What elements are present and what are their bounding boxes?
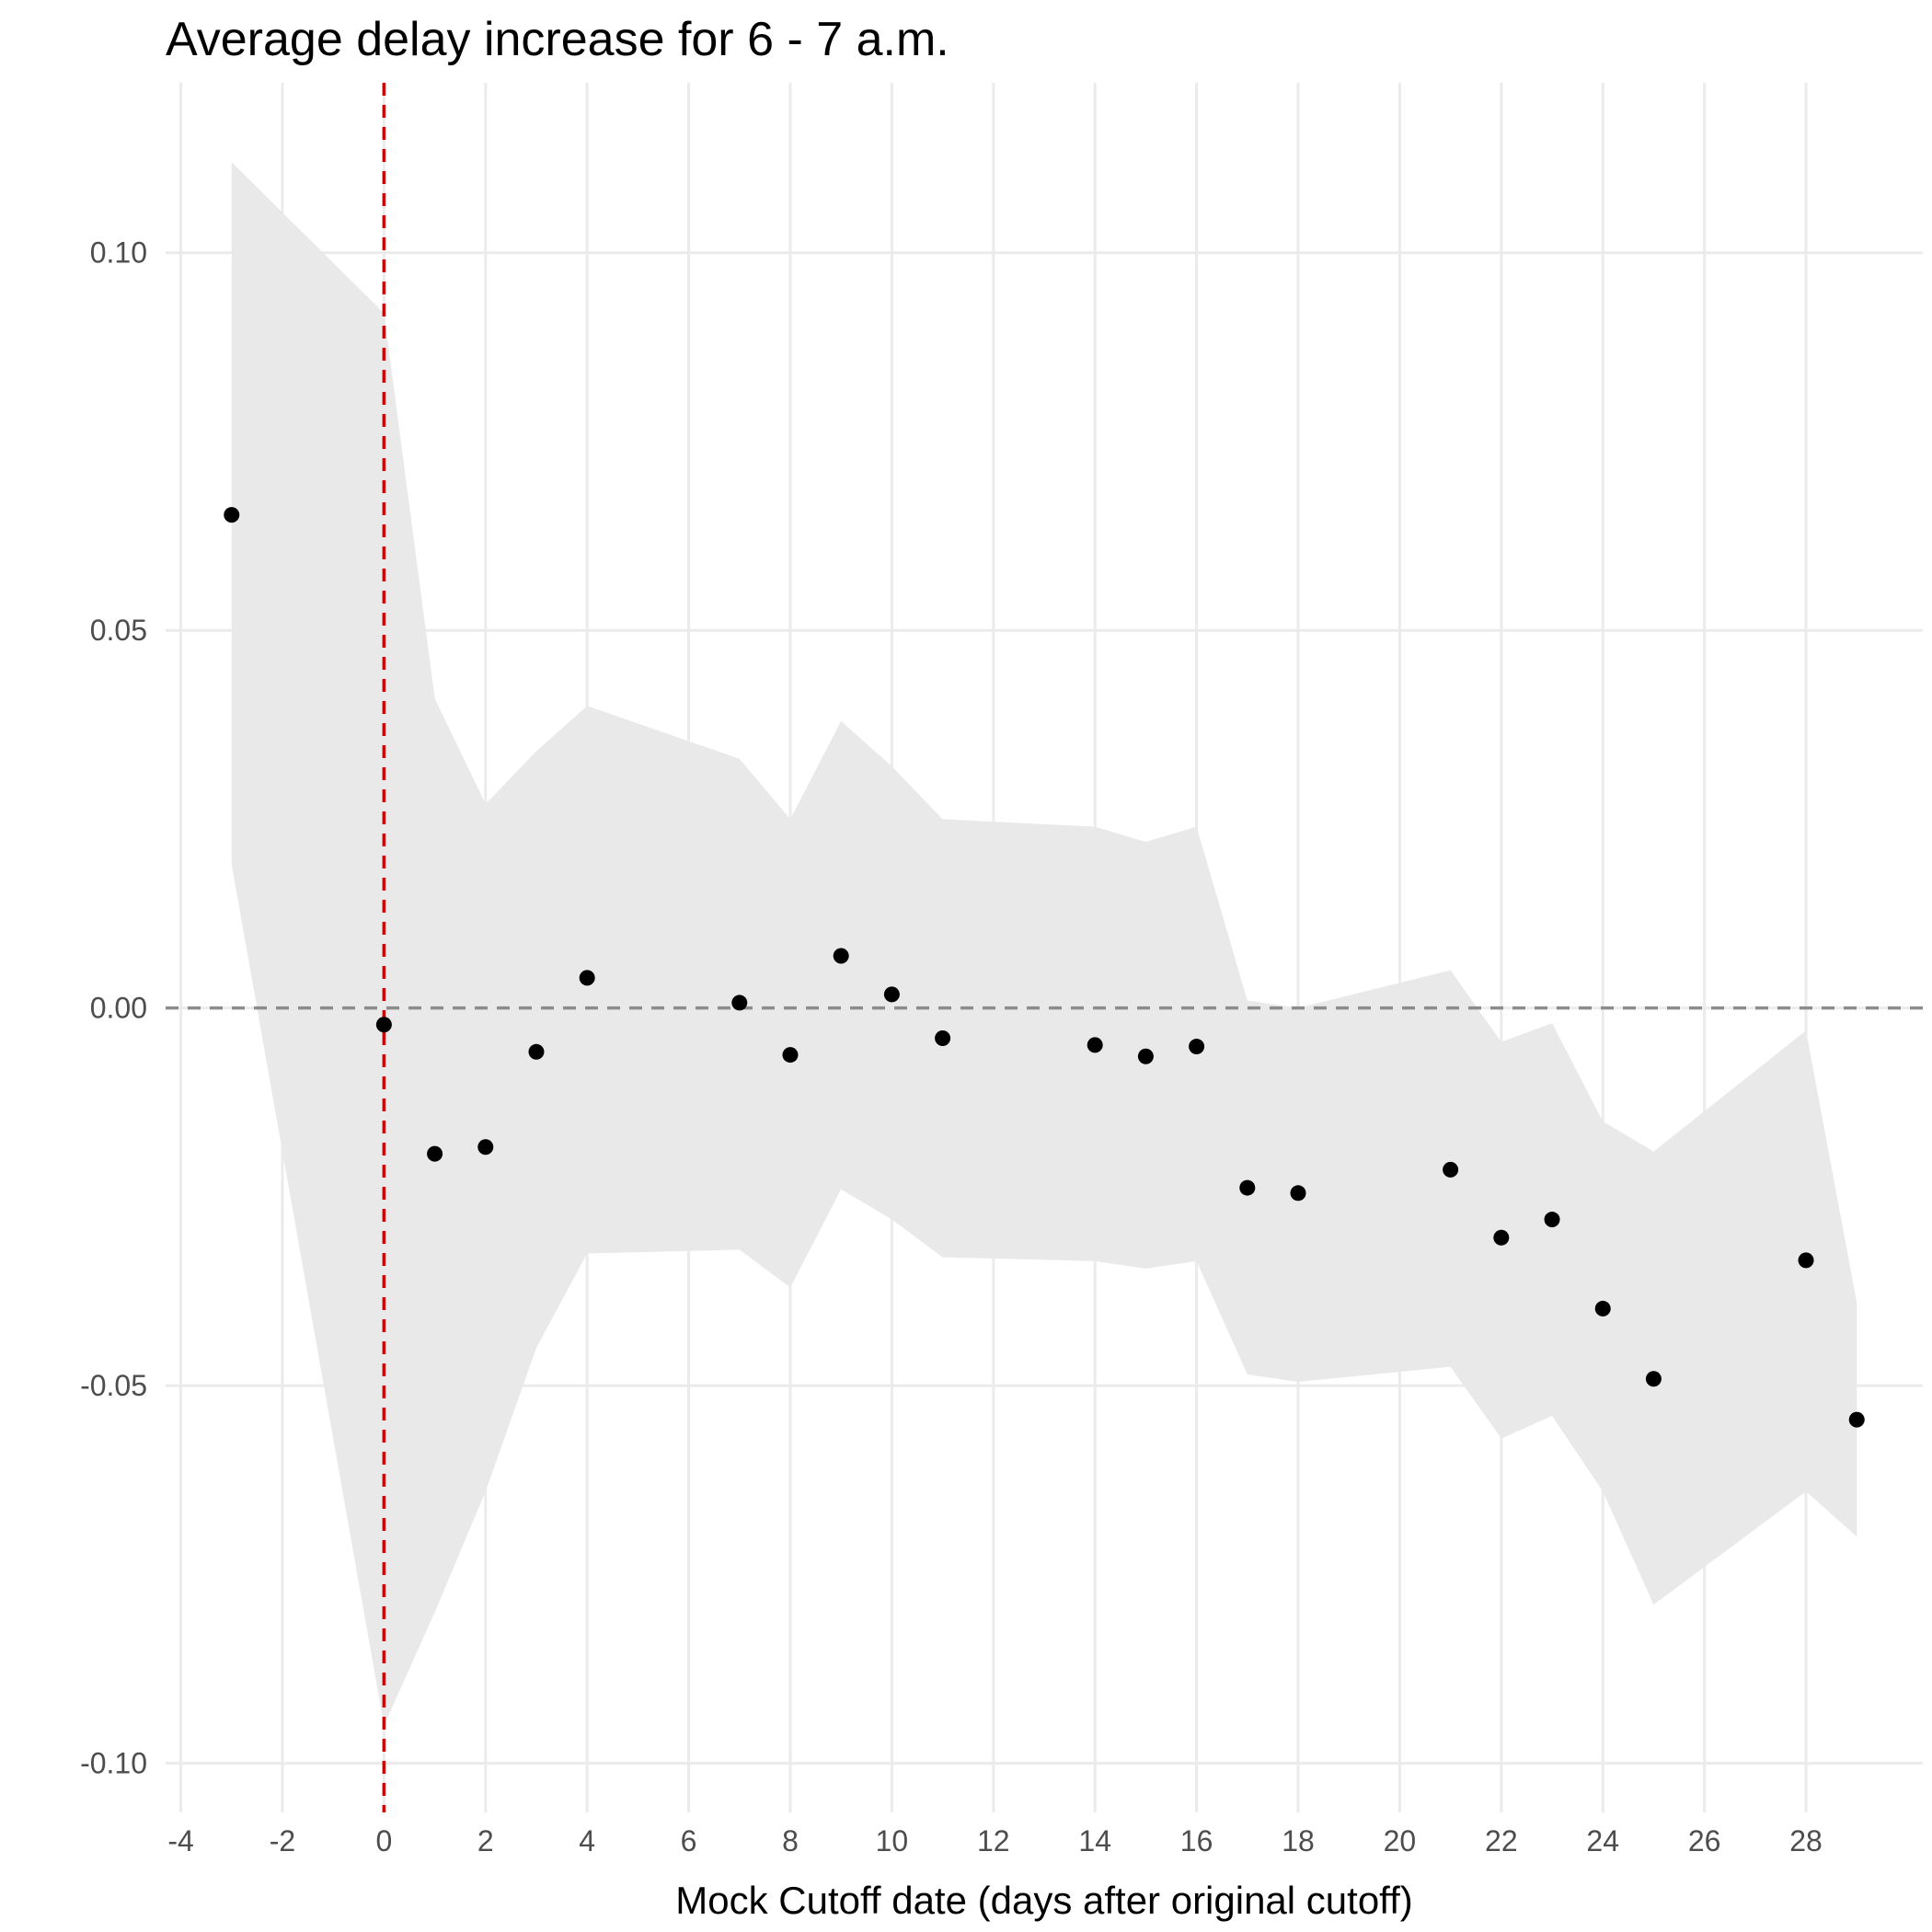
x-tick-label: 4 [579,1824,595,1857]
data-point [1137,1048,1154,1064]
x-tick-label: 24 [1586,1824,1619,1857]
data-point [224,507,240,523]
y-tick-label: -0.05 [80,1369,147,1402]
x-tick-label: 26 [1688,1824,1721,1857]
data-point [477,1139,494,1156]
x-tick-label: 18 [1282,1824,1315,1857]
data-point [1544,1212,1560,1228]
x-tick-label: -4 [167,1824,193,1857]
x-tick-label: 10 [876,1824,909,1857]
data-point [731,995,748,1011]
confidence-band-layer [231,162,1857,1726]
data-point [375,1017,392,1033]
x-tick-label: 8 [782,1824,799,1857]
data-point [1290,1185,1306,1202]
x-tick-label: 22 [1485,1824,1518,1857]
data-point [1848,1411,1865,1428]
data-point [883,986,900,1003]
x-tick-label: 0 [375,1824,392,1857]
data-point [1493,1229,1510,1246]
data-point [1189,1039,1205,1055]
x-tick-label: 2 [477,1824,494,1857]
data-point [1239,1179,1256,1196]
grid-lines [166,83,1923,1812]
y-axis-ticks: -0.10 -0.05 0.00 0.05 0.10 [80,236,147,1780]
data-points [224,507,1865,1428]
y-tick-label: 0.10 [90,236,147,270]
data-point [935,1030,951,1047]
data-point [579,970,595,986]
y-tick-label: 0.05 [90,614,147,647]
data-point [1443,1161,1459,1178]
data-point [782,1047,799,1064]
x-axis-ticks: -4 -2 0 2 4 6 8 10 12 14 16 18 20 22 24 26 28 [167,1824,1822,1857]
data-point [1087,1037,1103,1053]
data-point [528,1043,545,1060]
reference-lines [166,83,1923,1812]
x-axis-title: Mock Cutoff date (days after original cu… [675,1879,1413,1922]
chart-title: Average delay increase for 6 - 7 a.m. [166,13,949,66]
x-tick-label: 20 [1384,1824,1417,1857]
y-tick-label: 0.00 [90,992,147,1025]
x-tick-label: 6 [681,1824,697,1857]
x-tick-label: 28 [1789,1824,1823,1857]
data-point [1798,1252,1814,1269]
x-tick-label: 14 [1078,1824,1111,1857]
x-tick-label: 12 [977,1824,1010,1857]
x-tick-label: 16 [1180,1824,1213,1857]
data-point [833,948,849,964]
y-tick-label: -0.10 [80,1747,147,1780]
x-tick-label: -2 [270,1824,295,1857]
data-point [427,1145,443,1162]
confidence-band [231,162,1857,1726]
data-point [1645,1371,1662,1387]
data-point [1594,1300,1611,1317]
